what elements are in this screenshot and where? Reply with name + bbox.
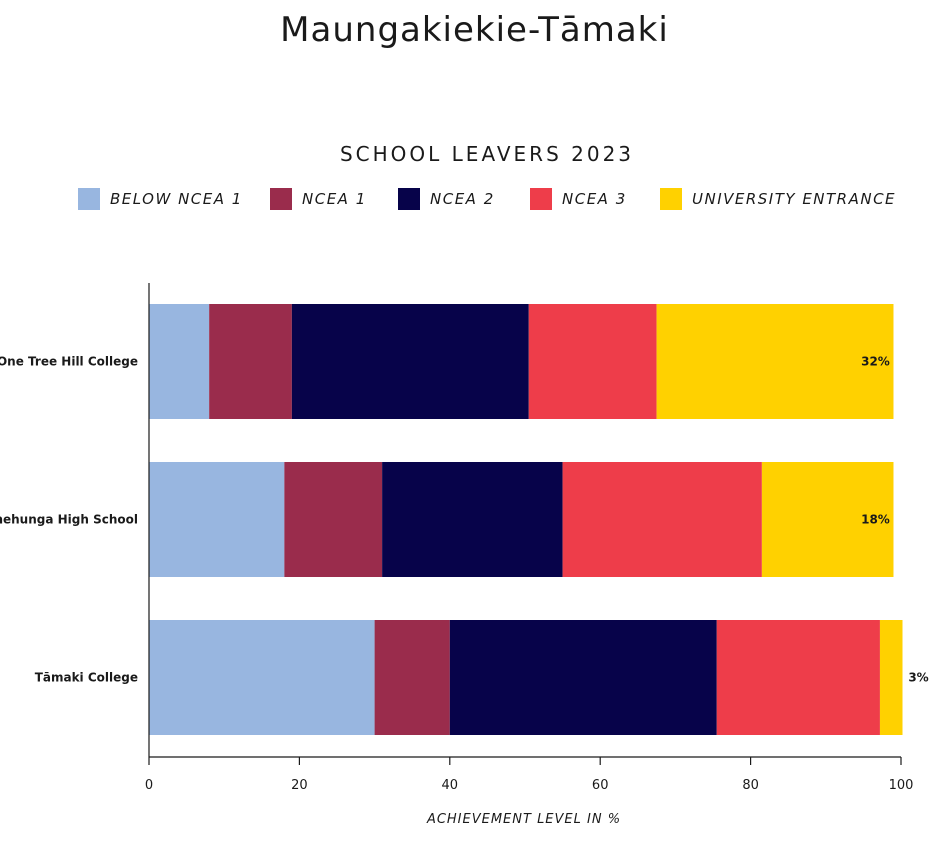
data-label: 18%	[861, 513, 890, 527]
legend-label: NCEA 1	[302, 190, 367, 208]
legend-swatch	[398, 188, 420, 210]
bar-segment-ncea-3	[528, 304, 657, 419]
bar-segment-university-entrance	[879, 620, 903, 735]
category-label: Onehunga High School	[0, 513, 138, 527]
x-tick-label: 60	[592, 778, 609, 793]
x-tick-label: 40	[442, 778, 459, 793]
legend-swatch	[660, 188, 682, 210]
legend-swatch	[270, 188, 292, 210]
chart-legend: BELOW NCEA 1 NCEA 1 NCEA 2 NCEA 3 UNIVER…	[0, 186, 949, 212]
x-axis-label: ACHIEVEMENT LEVEL IN %	[426, 812, 621, 827]
legend-item-ncea-2: NCEA 2	[398, 186, 495, 212]
bar-segment-ncea-2	[291, 304, 529, 419]
bar-segment-ncea-3	[562, 462, 762, 577]
bar-segment-ncea-2	[382, 462, 563, 577]
legend-swatch	[530, 188, 552, 210]
chart-title: SCHOOL LEAVERS 2023	[339, 142, 635, 166]
x-tick-label: 80	[742, 778, 759, 793]
x-tick-label: 0	[145, 778, 153, 793]
x-tick-label: 20	[291, 778, 308, 793]
bar-segment-below-ncea-1	[149, 620, 375, 735]
legend-label: NCEA 2	[430, 190, 495, 208]
legend-swatch	[78, 188, 100, 210]
bar-segment-university-entrance	[761, 462, 894, 577]
legend-label: UNIVERSITY ENTRANCE	[692, 190, 897, 208]
legend-item-below-ncea-1: BELOW NCEA 1	[78, 186, 243, 212]
bar-segment-ncea-1	[209, 304, 292, 419]
legend-item-university-entrance: UNIVERSITY ENTRANCE	[660, 186, 896, 212]
data-label: 3%	[908, 671, 928, 685]
bar-segment-below-ncea-1	[149, 304, 210, 419]
category-label: Tāmaki College	[35, 671, 138, 685]
bar-segment-ncea-2	[449, 620, 717, 735]
bar-segment-ncea-1	[284, 462, 383, 577]
legend-label: NCEA 3	[562, 190, 627, 208]
legend-label: BELOW NCEA 1	[110, 190, 243, 208]
x-tick-label: 100	[889, 778, 914, 793]
bar-segment-below-ncea-1	[149, 462, 285, 577]
category-label: One Tree Hill College	[0, 355, 138, 369]
bar-segment-ncea-1	[374, 620, 450, 735]
legend-item-ncea-3: NCEA 3	[530, 186, 627, 212]
data-label: 32%	[861, 355, 890, 369]
page-title: Maungakiekie-Tāmaki	[280, 10, 669, 50]
bar-segment-university-entrance	[656, 304, 894, 419]
bar-segment-ncea-3	[716, 620, 880, 735]
legend-item-ncea-1: NCEA 1	[270, 186, 367, 212]
